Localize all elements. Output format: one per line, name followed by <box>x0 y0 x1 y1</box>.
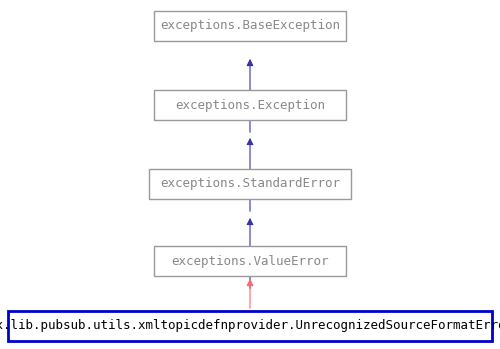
Bar <box>149 169 351 199</box>
Bar <box>154 90 346 120</box>
Bar <box>154 11 346 41</box>
Bar <box>154 246 346 276</box>
Text: wx.lib.pubsub.utils.xmltopicdefnprovider.UnrecognizedSourceFormatError: wx.lib.pubsub.utils.xmltopicdefnprovider… <box>0 319 500 333</box>
Bar <box>8 311 492 341</box>
Text: exceptions.StandardError: exceptions.StandardError <box>160 178 340 191</box>
Text: exceptions.ValueError: exceptions.ValueError <box>171 254 329 267</box>
Text: exceptions.Exception: exceptions.Exception <box>175 98 325 111</box>
Text: exceptions.BaseException: exceptions.BaseException <box>160 20 340 32</box>
